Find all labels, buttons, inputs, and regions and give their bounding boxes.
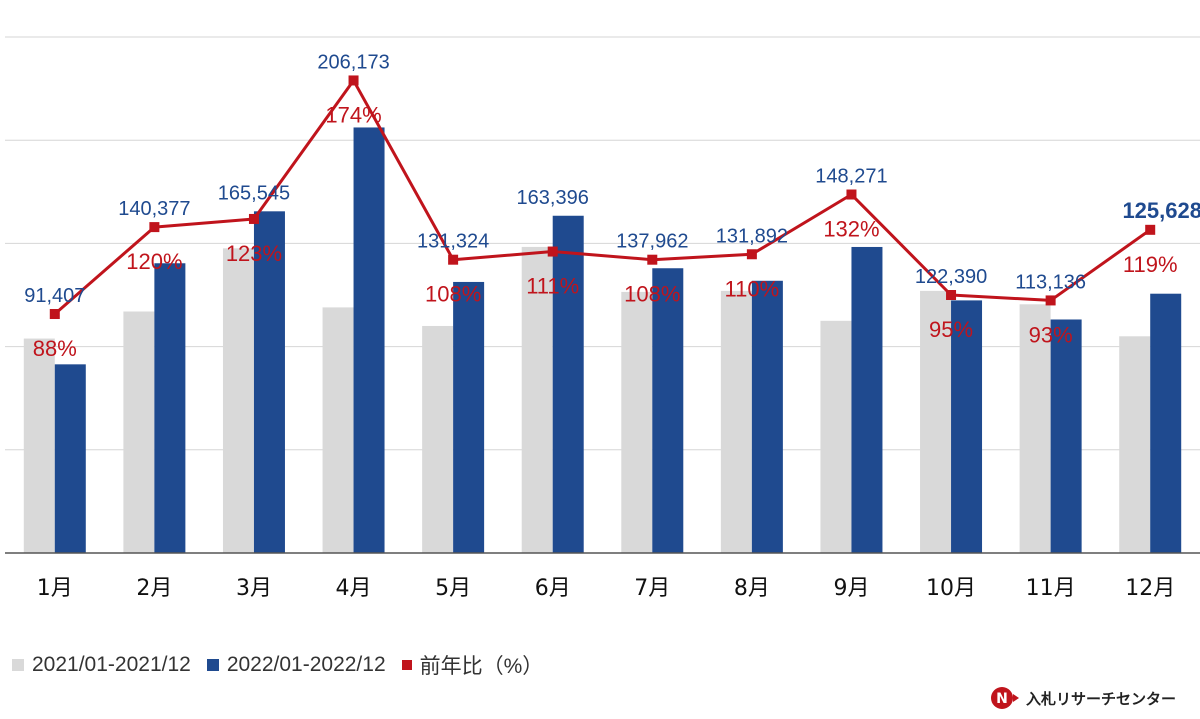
x-tick-label: 2月 xyxy=(136,576,172,601)
ratio-marker xyxy=(248,213,259,224)
ratio-labels: 88% 120% 123% 174% 108% 111% 108% 110% 132% 95% 93… xyxy=(33,102,1178,361)
ratio-marker xyxy=(746,249,757,260)
bar-2022 xyxy=(353,127,385,554)
bar-2021 xyxy=(222,248,254,553)
bar-2021 xyxy=(820,320,852,553)
bar-2021 xyxy=(521,246,553,553)
bar-2022 xyxy=(253,211,285,553)
bars-2021 xyxy=(23,246,1151,553)
bar-value-label: 131,324 xyxy=(417,231,489,253)
bar-2021 xyxy=(123,311,155,553)
bar-value-label: 122,390 xyxy=(915,266,987,288)
bar-2022 xyxy=(453,281,485,553)
x-tick-label: 9月 xyxy=(833,576,869,601)
x-tick-label: 4月 xyxy=(336,576,372,601)
ratio-marker xyxy=(149,222,160,233)
ratio-marker xyxy=(348,75,359,86)
legend-item-2022[interactable]: 2022/01-2022/12 xyxy=(206,653,386,677)
bar-value-labels: 91,407 140,377 165,545 206,173 131,324 163,39… xyxy=(24,51,1200,307)
ratio-label: 95% xyxy=(929,317,973,342)
ratio-marker xyxy=(547,246,558,257)
x-tick-label: 12月 xyxy=(1125,576,1175,601)
ratio-label: 108% xyxy=(624,282,680,307)
bar-2022 xyxy=(1150,293,1182,553)
legend-item-2021[interactable]: 2021/01-2021/12 xyxy=(12,653,191,677)
bar-2022 xyxy=(951,300,983,553)
ratio-marker xyxy=(1145,224,1156,235)
bar-2021 xyxy=(720,290,752,553)
bar-value-label: 91,407 xyxy=(24,285,85,307)
bar-2021 xyxy=(621,291,653,553)
ratio-label: 108% xyxy=(425,282,481,307)
ratio-marker xyxy=(448,254,459,265)
bar-value-label: 148,271 xyxy=(815,166,887,188)
bar-2022 xyxy=(552,215,584,553)
x-tick-labels: 1月 2月 3月 4月 5月 6月 7月 8月 9月 10月 11月 12月 xyxy=(37,576,1175,601)
legend-swatch-2021 xyxy=(12,659,24,671)
x-tick-label: 5月 xyxy=(435,576,471,601)
legend-item-ratio[interactable]: 前年比（%） xyxy=(401,650,544,680)
bar-2021 xyxy=(422,325,454,553)
ratio-label: 93% xyxy=(1029,322,1073,347)
x-tick-label: 8月 xyxy=(734,576,770,601)
bar-value-label: 165,545 xyxy=(218,182,290,204)
x-tick-label: 11月 xyxy=(1026,576,1076,601)
ratio-marker xyxy=(1045,295,1056,306)
legend-label-ratio: 前年比（%） xyxy=(419,655,544,678)
ratio-label: 132% xyxy=(823,217,879,242)
logo-icon: N xyxy=(991,687,1019,709)
ratio-label: 123% xyxy=(226,241,282,266)
x-tick-label: 10月 xyxy=(926,576,976,601)
bar-value-label: 137,962 xyxy=(616,231,688,253)
ratio-line xyxy=(53,78,1152,316)
bar-2022 xyxy=(1050,319,1082,553)
bar-2021 xyxy=(23,338,55,553)
bar-value-label: 131,892 xyxy=(716,225,788,247)
x-tick-label: 3月 xyxy=(236,576,272,601)
x-tick-label: 7月 xyxy=(634,576,670,601)
ratio-marker xyxy=(946,290,957,300)
bar-2022 xyxy=(652,268,684,553)
x-tick-label: 1月 xyxy=(37,576,73,601)
bar-2022 xyxy=(154,263,186,553)
bar-2021 xyxy=(920,290,952,553)
bar-value-label: 125,628 xyxy=(1122,198,1200,223)
ratio-label: 119% xyxy=(1123,252,1178,277)
bar-2022 xyxy=(54,364,86,553)
legend-label-2021: 2021/01-2021/12 xyxy=(32,653,191,676)
bar-2022 xyxy=(851,246,883,553)
bars-2022 xyxy=(54,127,1182,554)
bar-2021 xyxy=(322,307,354,553)
bar-2022 xyxy=(751,280,783,553)
legend-label-2022: 2022/01-2022/12 xyxy=(226,653,386,676)
legend-swatch-2022 xyxy=(206,659,219,671)
ratio-label: 110% xyxy=(725,276,780,301)
legend: 2021/01-2021/12 2022/01-2022/12 前年比（%） xyxy=(12,652,559,678)
ratio-label: 111% xyxy=(526,274,579,299)
ratio-label: 174% xyxy=(325,102,381,127)
logo-mark: N xyxy=(996,691,1008,707)
ratio-line-group xyxy=(49,75,1156,320)
ratio-marker xyxy=(49,309,60,320)
bar-value-label: 206,173 xyxy=(317,51,389,73)
bar-value-label: 163,396 xyxy=(517,187,589,209)
ratio-label: 120% xyxy=(126,249,182,274)
logo-name: 入札リサーチセンター xyxy=(1026,689,1177,708)
ratio-label: 88% xyxy=(33,336,77,361)
x-tick-label: 6月 xyxy=(535,576,571,601)
bar-value-label: 140,377 xyxy=(118,198,190,220)
legend-swatch-ratio xyxy=(401,660,412,670)
bar-2021 xyxy=(1119,336,1151,553)
bar-2021 xyxy=(1019,304,1051,553)
ratio-marker xyxy=(846,189,857,200)
logo: N 入札リサーチセンター xyxy=(990,684,1176,712)
ratio-marker xyxy=(647,254,658,265)
bar-value-label: 113,136 xyxy=(1015,271,1086,293)
gridlines xyxy=(5,36,1200,451)
